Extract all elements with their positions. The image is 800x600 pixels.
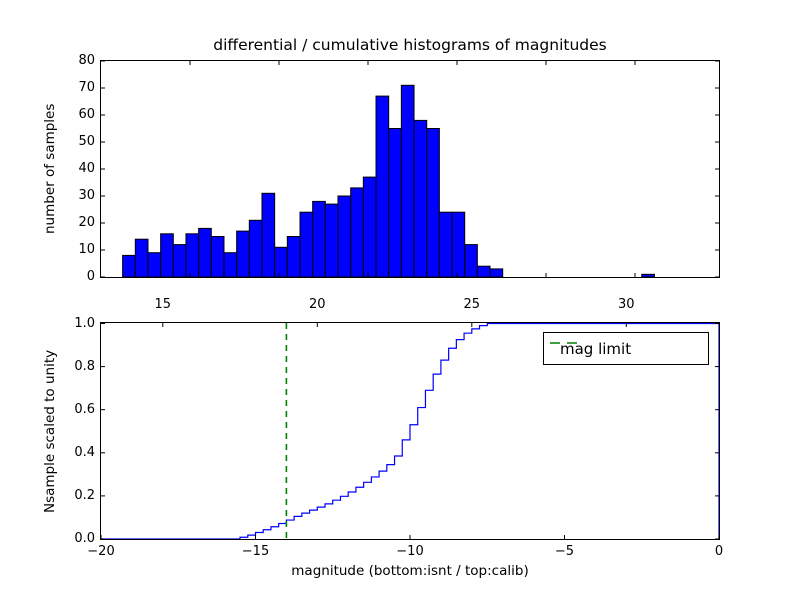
plot-title: differential / cumulative histograms of … [213,36,607,54]
histogram-bar [375,95,390,277]
bottom-y-tick-label: 0.8 [74,358,95,374]
x-axis-label: magnitude (bottom:isnt / top:calib) [291,563,529,579]
histogram-bar [160,233,174,277]
histogram-bar [350,187,364,277]
histogram-bar [236,230,250,277]
histogram-bar [299,211,314,277]
bottom-y-tick-label: 0.0 [74,531,95,546]
top-y-tick-label: 10 [78,242,95,257]
histogram-bar [362,176,377,277]
calib-tick-label: 30 [618,297,635,312]
histogram-bar [223,252,238,277]
legend-label: mag limit [560,339,632,358]
histogram-bar [388,128,402,277]
bottom-x-tick-label: −5 [554,544,575,559]
bottom-x-tick-label: −10 [396,544,424,559]
legend: mag limit [543,332,709,365]
histogram-bar [172,244,187,277]
histogram-bar [413,119,428,277]
histogram-bar [248,219,263,277]
top-y-tick-label: 70 [78,80,95,95]
calib-tick-label: 15 [154,297,172,312]
histogram-bar [426,128,440,277]
differential-histogram-plot [101,61,719,277]
histogram-bar [312,200,326,277]
calib-tick-label: 20 [309,297,326,312]
top-y-tick-label: 80 [78,53,95,68]
bottom-x-tick-label: 0 [714,544,724,559]
histogram-bar [261,192,276,277]
bottom-y-tick-label: 0.6 [74,401,95,417]
cumulative-histogram-plot [101,323,719,539]
bottom-x-tick-label: −20 [87,544,115,559]
bottom-y-tick-label: 0.4 [74,444,95,460]
cumulative-step-curve [101,323,719,539]
histogram-bar [337,195,352,277]
histogram-bar [400,84,415,277]
top-y-tick-label: 50 [78,134,95,149]
histogram-bar [134,238,149,277]
calib-tick-label: 25 [463,297,481,312]
top-y-tick-label: 30 [78,188,95,203]
histogram-bar [451,211,466,277]
histogram-bar [324,203,339,277]
histogram-bar [489,268,504,277]
bottom-axes: mag limit [100,322,720,540]
top-y-tick-label: 0 [86,269,95,284]
top-y-tick-label: 20 [78,215,95,230]
bottom-x-tick-label: −15 [241,544,270,559]
histogram-bar [286,236,301,277]
bottom-ylabel: Nsample scaled to unity [42,349,58,513]
bottom-y-tick-label: 0.2 [74,487,95,503]
histogram-bar [274,246,288,277]
histogram-bar [210,236,225,277]
histogram-bar [464,244,478,277]
histogram-bar [185,233,200,277]
legend-dash-sample [550,342,584,344]
histogram-bar [122,254,136,277]
histogram-bar [476,265,491,277]
histogram-bar [198,227,212,277]
bottom-y-tick-label: 1.0 [74,315,95,331]
histogram-outlier-bar [641,273,655,277]
top-axes [100,60,720,278]
histogram-bar [438,211,453,277]
top-y-tick-label: 40 [78,161,95,176]
top-y-tick-label: 60 [78,107,95,122]
histogram-bar [147,252,162,277]
